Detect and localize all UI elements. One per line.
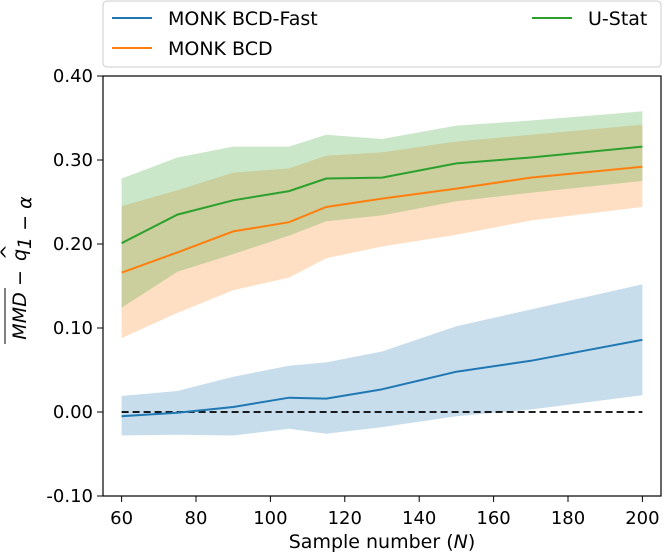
legend-label-monk-bcd-fast: MONK BCD-Fast — [168, 8, 318, 30]
y-tick-label: 0.20 — [53, 234, 93, 255]
y-tick-label: 0.40 — [53, 66, 93, 87]
y-axis-label-minus: − — [9, 270, 31, 286]
y-tick-label: 0.30 — [53, 150, 93, 171]
x-tick-label: 80 — [185, 508, 208, 529]
x-tick-label: 100 — [253, 508, 287, 529]
confidence-bands — [121, 111, 643, 436]
x-tick-label: 160 — [476, 508, 510, 529]
y-axis-label-mmd: MMD — [9, 292, 31, 339]
x-tick-label: 180 — [551, 508, 585, 529]
series-lines — [121, 145, 643, 418]
x-axis-label-var: N — [454, 531, 468, 553]
x-axis-label-prefix: Sample number ( — [289, 531, 454, 553]
band-u-stat — [121, 111, 643, 308]
x-tick-label: 200 — [625, 508, 659, 529]
x-tick-label: 60 — [110, 508, 133, 529]
x-axis-ticks: 60 80 100 120 140 160 180 200 — [110, 496, 660, 529]
y-axis-label: MMD − q ^ 1 − α — [0, 196, 36, 344]
x-axis-label-suffix: ) — [468, 531, 475, 553]
y-axis-label-subscript: 1 − α — [14, 196, 36, 249]
line-monk-bcd-fast — [121, 338, 643, 418]
y-tick-label: -0.10 — [46, 486, 93, 507]
legend-label-monk-bcd: MONK BCD — [168, 38, 273, 60]
plot-frame — [102, 75, 662, 497]
y-axis-label-q: q — [9, 249, 31, 261]
x-tick-label: 140 — [402, 508, 436, 529]
legend-label-u-stat: U-Stat — [588, 8, 647, 30]
x-axis-label: Sample number (N) — [289, 531, 476, 553]
line-u-stat — [121, 145, 643, 245]
y-tick-label: 0.00 — [53, 402, 93, 423]
x-tick-label: 120 — [328, 508, 362, 529]
legend-frame — [102, 0, 662, 68]
band-monk-bcd-fast — [121, 284, 643, 436]
y-axis-ticks: -0.10 0.00 0.10 0.20 0.30 0.40 — [46, 66, 103, 507]
band-monk-bcd — [121, 124, 643, 339]
legend: MONK BCD-Fast MONK BCD U-Stat — [102, 0, 662, 68]
y-axis-label-q-hat: ^ — [0, 244, 19, 260]
line-monk-bcd — [121, 165, 643, 274]
y-tick-label: 0.10 — [53, 318, 93, 339]
